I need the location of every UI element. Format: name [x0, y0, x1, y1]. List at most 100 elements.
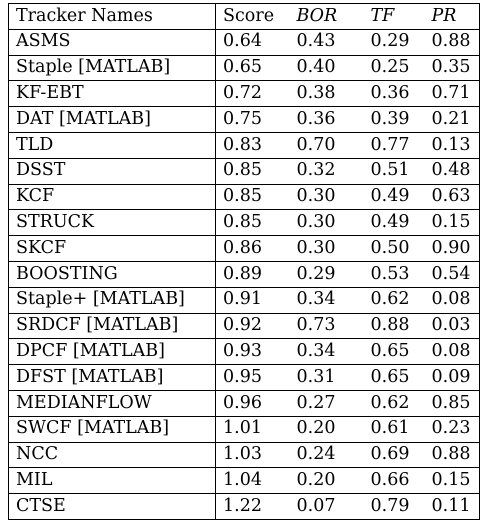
cell-tf: 0.79: [363, 493, 425, 520]
cell-tf: 0.25: [363, 55, 425, 82]
cell-score: 0.65: [215, 55, 290, 82]
cell-score: 0.64: [215, 29, 290, 56]
cell-bor: 0.30: [289, 235, 364, 262]
cell-score: 1.01: [215, 416, 290, 443]
cell-score: 0.92: [215, 313, 290, 340]
cell-pr: 0.15: [424, 467, 480, 495]
cell-pr: 0.03: [424, 313, 480, 340]
cell-tracker-name: MEDIANFLOW: [8, 390, 216, 417]
table-row: Staple [MATLAB] 0.65 0.40 0.25 0.35: [8, 55, 480, 82]
cell-pr: 0.90: [424, 235, 480, 262]
header-score: Score: [215, 3, 290, 30]
cell-tf: 0.39: [363, 106, 425, 133]
cell-pr: 0.08: [424, 287, 480, 314]
table-row: CTSE 1.22 0.07 0.79 0.11: [8, 493, 480, 520]
table-row: STRUCK 0.85 0.30 0.49 0.15: [8, 209, 480, 237]
cell-tf: 0.66: [363, 467, 425, 495]
cell-tracker-name: KF-EBT: [8, 80, 216, 108]
header-bor: BOR: [289, 3, 364, 30]
cell-pr: 0.71: [424, 80, 480, 108]
cell-tf: 0.49: [363, 209, 425, 237]
cell-tf: 0.29: [363, 29, 425, 56]
cell-tracker-name: TLD: [8, 132, 216, 159]
table-row: ASMS 0.64 0.43 0.29 0.88: [8, 29, 480, 56]
cell-bor: 0.30: [289, 209, 364, 237]
cell-pr: 0.63: [424, 184, 480, 211]
header-tf: TF: [363, 3, 425, 30]
cell-pr: 0.88: [424, 29, 480, 56]
cell-score: 0.91: [215, 287, 290, 314]
cell-tracker-name: MIL: [8, 467, 216, 495]
cell-score: 1.03: [215, 442, 290, 469]
table-row: DPCF [MATLAB] 0.93 0.34 0.65 0.08: [8, 338, 480, 366]
cell-bor: 0.30: [289, 184, 364, 211]
cell-tracker-name: BOOSTING: [8, 261, 216, 288]
table-row: KCF 0.85 0.30 0.49 0.63: [8, 184, 480, 211]
cell-bor: 0.32: [289, 158, 364, 185]
table-row: MEDIANFLOW 0.96 0.27 0.62 0.85: [8, 390, 480, 417]
cell-tracker-name: DFST [MATLAB]: [8, 364, 216, 391]
table-row: SKCF 0.86 0.30 0.50 0.90: [8, 235, 480, 262]
cell-tracker-name: DAT [MATLAB]: [8, 106, 216, 133]
cell-pr: 0.15: [424, 209, 480, 237]
cell-pr: 0.08: [424, 338, 480, 366]
cell-tf: 0.65: [363, 364, 425, 391]
cell-bor: 0.70: [289, 132, 364, 159]
cell-tf: 0.65: [363, 338, 425, 366]
cell-bor: 0.29: [289, 261, 364, 288]
cell-bor: 0.43: [289, 29, 364, 56]
cell-score: 1.22: [215, 493, 290, 520]
cell-bor: 0.34: [289, 287, 364, 314]
cell-tracker-name: NCC: [8, 442, 216, 469]
cell-tracker-name: KCF: [8, 184, 216, 211]
cell-tf: 0.36: [363, 80, 425, 108]
cell-bor: 0.07: [289, 493, 364, 520]
cell-tracker-name: SWCF [MATLAB]: [8, 416, 216, 443]
cell-score: 0.93: [215, 338, 290, 366]
table-header: Tracker Names Score BOR TF PR: [8, 3, 480, 30]
cell-tf: 0.61: [363, 416, 425, 443]
cell-tracker-name: DPCF [MATLAB]: [8, 338, 216, 366]
cell-bor: 0.24: [289, 442, 364, 469]
table-row: DSST 0.85 0.32 0.51 0.48: [8, 158, 480, 185]
header-pr: PR: [424, 3, 480, 30]
cell-tf: 0.49: [363, 184, 425, 211]
cell-tracker-name: DSST: [8, 158, 216, 185]
cell-tracker-name: SKCF: [8, 235, 216, 262]
cell-score: 1.04: [215, 467, 290, 495]
cell-score: 0.86: [215, 235, 290, 262]
cell-pr: 0.21: [424, 106, 480, 133]
cell-tf: 0.69: [363, 442, 425, 469]
cell-bor: 0.38: [289, 80, 364, 108]
table-row: MIL 1.04 0.20 0.66 0.15: [8, 467, 480, 495]
tracker-results-table: Tracker Names Score BOR TF PR ASMS 0.64 0.…: [8, 3, 480, 520]
header-tracker-names: Tracker Names: [8, 3, 216, 30]
cell-tracker-name: CTSE: [8, 493, 216, 520]
table-row: Staple+ [MATLAB] 0.91 0.34 0.62 0.08: [8, 287, 480, 314]
cell-tracker-name: STRUCK: [8, 209, 216, 237]
cell-tracker-name: Staple+ [MATLAB]: [8, 287, 216, 314]
cell-bor: 0.36: [289, 106, 364, 133]
table-row: BOOSTING 0.89 0.29 0.53 0.54: [8, 261, 480, 288]
cell-tf: 0.88: [363, 313, 425, 340]
table-row: DFST [MATLAB] 0.95 0.31 0.65 0.09: [8, 364, 480, 391]
table-row: KF-EBT 0.72 0.38 0.36 0.71: [8, 80, 480, 108]
cell-pr: 0.88: [424, 442, 480, 469]
cell-tracker-name: Staple [MATLAB]: [8, 55, 216, 82]
cell-bor: 0.20: [289, 467, 364, 495]
cell-tf: 0.50: [363, 235, 425, 262]
cell-pr: 0.11: [424, 493, 480, 520]
cell-bor: 0.40: [289, 55, 364, 82]
cell-bor: 0.73: [289, 313, 364, 340]
table-row: NCC 1.03 0.24 0.69 0.88: [8, 442, 480, 469]
cell-pr: 0.85: [424, 390, 480, 417]
cell-bor: 0.20: [289, 416, 364, 443]
cell-tf: 0.53: [363, 261, 425, 288]
cell-pr: 0.09: [424, 364, 480, 391]
cell-tracker-name: ASMS: [8, 29, 216, 56]
cell-score: 0.75: [215, 106, 290, 133]
table-row: DAT [MATLAB] 0.75 0.36 0.39 0.21: [8, 106, 480, 133]
cell-pr: 0.13: [424, 132, 480, 159]
cell-score: 0.72: [215, 80, 290, 108]
cell-tf: 0.77: [363, 132, 425, 159]
